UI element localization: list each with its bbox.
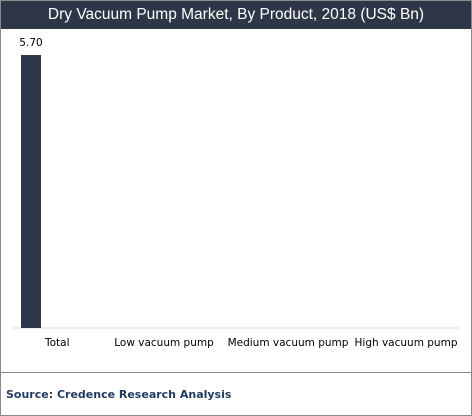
bar-total bbox=[21, 55, 41, 328]
x-tick-labels-group: Total Low vacuum pump Medium vacuum pump Hi… bbox=[44, 337, 458, 349]
x-tick-label: Total bbox=[44, 337, 70, 349]
bars-group bbox=[21, 55, 41, 328]
x-tick-label: Medium vacuum pump bbox=[228, 337, 349, 349]
source-bar: Source: Credence Research Analysis bbox=[1, 372, 471, 416]
data-labels-group: 5.70 bbox=[19, 37, 42, 49]
data-label-total: 5.70 bbox=[19, 37, 42, 49]
x-tick-label: High vacuum pump bbox=[355, 337, 458, 349]
x-tick-label: Low vacuum pump bbox=[114, 337, 214, 349]
bar-chart-plot: 5.70 Total Low vacuum pump Medium vacuum p… bbox=[13, 37, 459, 349]
source-note: Source: Credence Research Analysis bbox=[6, 388, 232, 401]
chart-title-bar: Dry Vacuum Pump Market, By Product, 2018… bbox=[1, 1, 471, 29]
chart-title: Dry Vacuum Pump Market, By Product, 2018… bbox=[47, 6, 425, 23]
